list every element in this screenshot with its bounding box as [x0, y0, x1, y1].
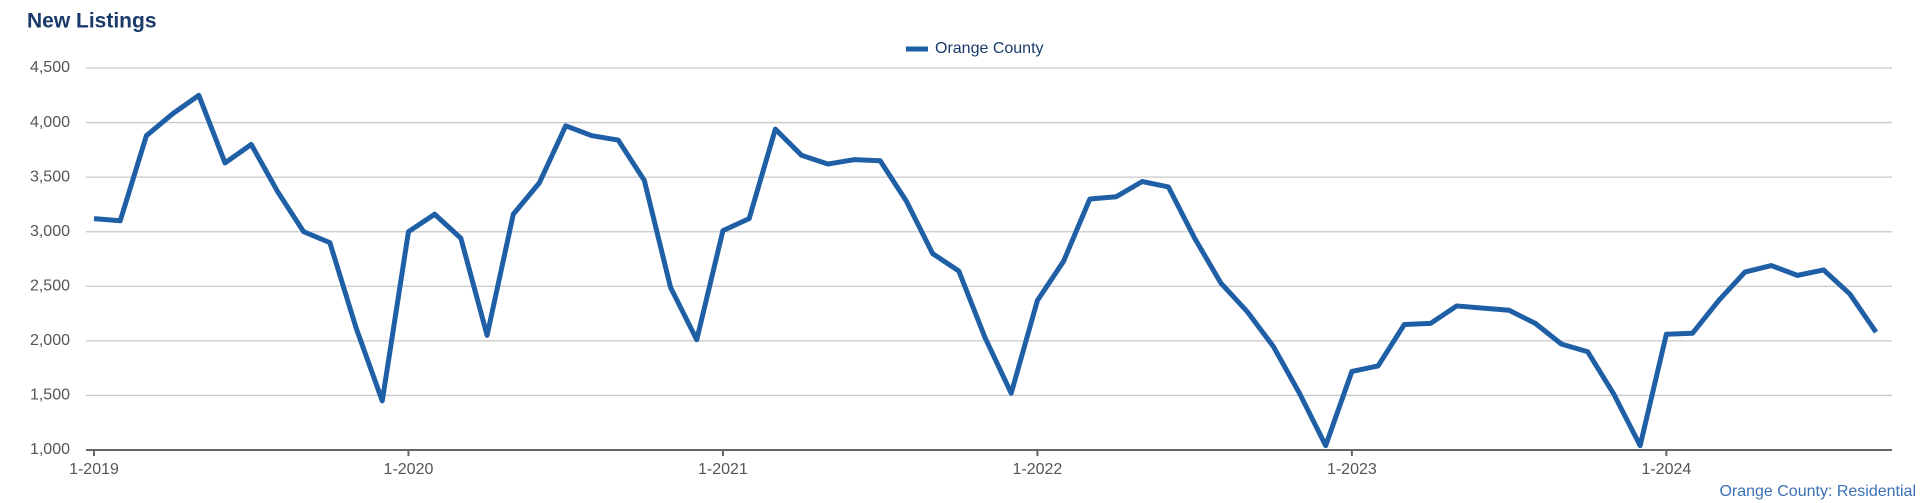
x-tick-label: 1-2023 — [1327, 461, 1377, 478]
chart-title: New Listings — [27, 10, 157, 33]
x-tick-label: 1-2020 — [384, 461, 434, 478]
y-tick-label: 2,000 — [30, 332, 70, 349]
y-tick-label: 1,000 — [30, 441, 70, 458]
legend-label: Orange County — [935, 40, 1044, 57]
y-tick-label: 1,500 — [30, 387, 70, 404]
y-tick-label: 3,500 — [30, 168, 70, 185]
y-tick-label: 3,000 — [30, 223, 70, 240]
y-tick-label: 4,500 — [30, 59, 70, 76]
y-tick-label: 2,500 — [30, 278, 70, 295]
x-tick-label: 1-2021 — [698, 461, 748, 478]
x-tick-label: 1-2022 — [1012, 461, 1062, 478]
series-line — [93, 92, 1879, 449]
footer: Orange County: Residential — [1719, 483, 1916, 500]
x-tick-label: 1-2019 — [69, 461, 119, 478]
x-tick-label: 1-2024 — [1641, 461, 1691, 478]
y-tick-label: 4,000 — [30, 114, 70, 131]
